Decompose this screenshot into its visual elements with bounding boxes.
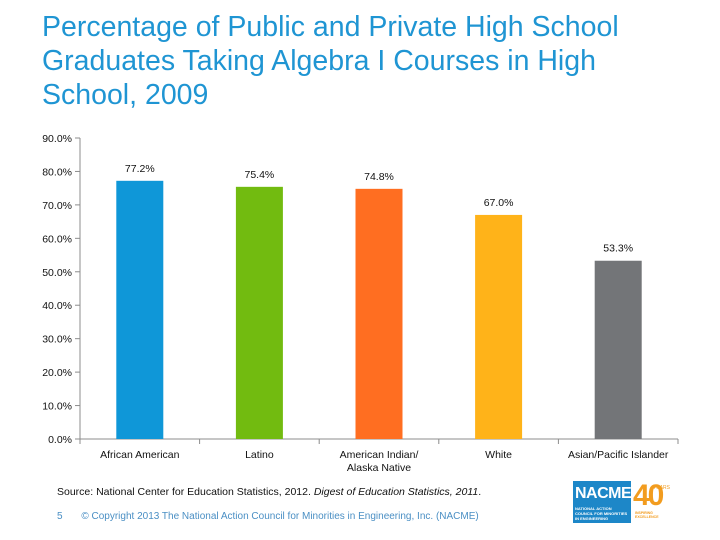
logo-tagline: NATIONAL ACTION COUNCIL FOR MINORITIES I… [575,506,628,521]
bar-data-label: 74.8% [364,171,394,183]
y-tick-label: 60.0% [42,233,72,245]
logo-years: YEARS [653,485,670,491]
x-category-label: American Indian/ [340,449,419,461]
y-tick-label: 40.0% [42,300,72,312]
source-citation: Source: National Center for Education St… [57,486,481,498]
source-suffix: . [478,486,482,498]
x-category-label: White [485,449,512,461]
x-category-label: African American [100,449,180,461]
page-number: 5 [57,511,63,522]
y-tick-label: 70.0% [42,200,72,212]
y-tick-label: 20.0% [42,367,72,379]
bar [594,260,642,439]
y-tick-label: 10.0% [42,401,72,413]
nacme-logo: NACME NATIONAL ACTION COUNCIL FOR MINORI… [573,479,670,523]
bar-data-label: 67.0% [484,197,514,209]
x-category-label: Latino [245,449,274,461]
x-category-label: Asian/Pacific Islander [568,449,669,461]
copyright-text: © Copyright 2013 The National Action Cou… [81,511,479,522]
logo-tagline-2: INSPIRING EXCELLENCE [635,511,659,519]
bar-data-label: 77.2% [125,163,155,175]
source-title: Digest of Education Statistics, 2011 [313,486,479,498]
bar-data-label: 75.4% [245,169,275,181]
footer: 5 © Copyright 2013 The National Action C… [57,511,479,522]
slide-title: Percentage of Public and Private High Sc… [42,11,619,111]
bar [355,188,403,439]
bar [475,214,523,439]
y-tick-label: 80.0% [42,166,72,178]
bar-data-label: 53.3% [603,243,633,255]
y-tick-label: 30.0% [42,334,72,346]
source-prefix: Source: National Center for Education St… [57,486,314,498]
bar-chart: 0.0% 10.0% 20.0% 30.0% 40.0% 50.0% 60.0% 70.0% 8… [42,133,679,474]
y-tick-label: 90.0% [42,133,72,145]
bar [116,180,164,439]
logo-block: NACME NATIONAL ACTION COUNCIL FOR MINORI… [573,481,632,523]
logo-wordmark: NACME [575,485,632,502]
y-tick-label: 50.0% [42,267,72,279]
x-category-label: Alaska Native [347,462,411,474]
y-tick-label: 0.0% [48,434,72,446]
logo-anniversary: 40 [633,479,664,512]
bar [235,186,283,439]
